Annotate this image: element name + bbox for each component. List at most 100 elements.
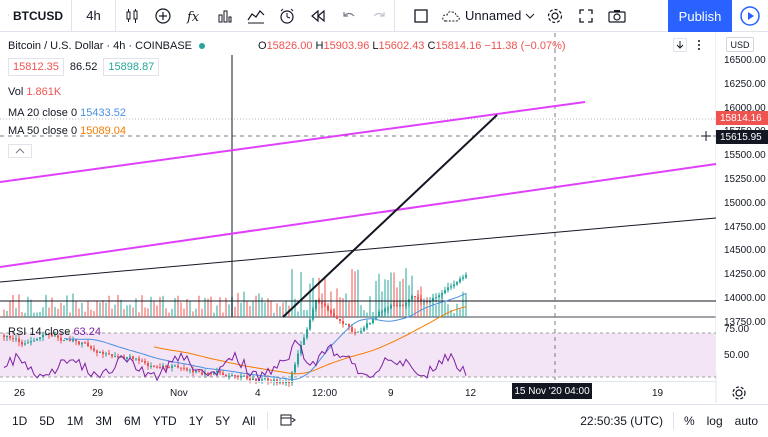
goto-date-button[interactable] <box>274 413 302 430</box>
percent-toggle[interactable]: % <box>683 414 695 428</box>
volume-bar <box>339 297 341 317</box>
candle-body <box>81 342 83 345</box>
channel-lower-line[interactable] <box>0 163 717 268</box>
candle-body <box>30 341 32 343</box>
candle-body <box>303 337 305 345</box>
auto-toggle[interactable]: auto <box>734 414 758 428</box>
range-button-all[interactable]: All <box>242 414 256 428</box>
volume-bar <box>312 277 314 317</box>
log-toggle[interactable]: log <box>706 414 723 428</box>
ma50-indicator-legend[interactable]: MA 50 close 0 15089.04 <box>8 125 126 137</box>
symbol-label: BTCUSD <box>13 8 63 23</box>
candle-body <box>189 369 191 371</box>
candle-body <box>33 340 35 342</box>
candle-body <box>297 353 299 365</box>
indicators-button[interactable]: fx <box>178 0 209 32</box>
clock[interactable]: 22:50:35 (UTC) <box>580 414 663 428</box>
currency-button[interactable]: USD <box>726 37 754 52</box>
undo-button[interactable] <box>333 0 364 32</box>
price-axis-label: 15500.00 <box>724 150 766 162</box>
candle-body <box>279 382 281 384</box>
volume-bar <box>303 309 305 317</box>
ask-button[interactable]: 15898.87 <box>103 58 160 76</box>
cursor-time-label: 15 Nov '20 04:00 <box>512 383 592 399</box>
range-button-1y[interactable]: 1Y <box>188 414 204 428</box>
time-label: 9 <box>388 388 394 399</box>
volume-bar <box>417 290 419 317</box>
interval-button[interactable]: 4h <box>72 0 116 32</box>
volume-bar <box>132 307 134 317</box>
fullscreen-button[interactable] <box>570 0 601 32</box>
open-value: 15826.00 <box>266 40 313 52</box>
volume-bar <box>414 300 416 317</box>
symbol-search[interactable]: BTCUSD <box>0 0 72 32</box>
volume-bar <box>363 310 365 317</box>
candle-body <box>231 375 233 377</box>
volume-bar <box>198 295 200 317</box>
compare-button[interactable] <box>147 0 178 32</box>
add-price-button[interactable] <box>699 129 713 143</box>
volume-indicator-legend[interactable]: Vol 1.861K <box>8 86 61 98</box>
financials-button[interactable] <box>209 0 240 32</box>
more-menu-button[interactable] <box>692 38 706 52</box>
volume-bar <box>456 303 458 317</box>
cloud-icon <box>442 10 460 21</box>
candle-body <box>432 297 434 301</box>
trend-line-steep[interactable] <box>282 114 498 318</box>
collapse-legend-button[interactable] <box>8 144 32 158</box>
volume-bar <box>48 307 50 317</box>
range-button-1m[interactable]: 1M <box>66 414 84 428</box>
snapshot-button[interactable] <box>601 0 632 32</box>
time-label: 4 <box>255 388 261 399</box>
time-axis[interactable]: 26 29 Nov 4 12:00 9 12 19 <box>0 381 716 403</box>
candle-body <box>411 296 413 300</box>
price-axis-label: 14750.00 <box>724 221 766 233</box>
interval-label: 4h <box>86 8 101 23</box>
publish-button[interactable]: Publish <box>668 0 732 32</box>
play-button[interactable] <box>732 0 768 32</box>
open-label: O <box>258 40 267 52</box>
time-label: Nov <box>170 388 188 399</box>
scroll-down-button[interactable] <box>673 38 687 52</box>
volume-bar <box>291 269 293 317</box>
chart-canvas[interactable] <box>0 33 768 407</box>
candle-body <box>288 381 290 383</box>
volume-bar <box>153 300 155 317</box>
range-button-ytd[interactable]: YTD <box>152 414 177 428</box>
volume-bar <box>372 311 374 317</box>
chart-settings-button[interactable] <box>730 384 748 402</box>
volume-bar <box>60 302 62 317</box>
close-label: C <box>427 40 436 52</box>
redo-button[interactable] <box>364 0 395 32</box>
search-icon <box>8 13 9 16</box>
templates-button[interactable] <box>240 0 271 32</box>
candle-body <box>237 375 239 378</box>
channel-upper-line[interactable] <box>0 101 586 183</box>
candle-body <box>123 356 125 359</box>
range-button-6m[interactable]: 6M <box>124 414 141 428</box>
bid-button[interactable]: 15812.35 <box>8 58 64 76</box>
volume-bar <box>441 292 443 317</box>
candle-body <box>120 356 122 358</box>
layout-button[interactable] <box>405 0 437 32</box>
candle-body <box>384 308 386 312</box>
layout-name-button[interactable]: Unnamed <box>437 0 539 32</box>
volume-bar <box>165 308 167 317</box>
rsi-legend[interactable]: RSI 14 close 63.24 <box>8 326 101 338</box>
volume-bar <box>81 302 83 317</box>
volume-bar <box>138 312 140 317</box>
volume-bar <box>282 302 284 317</box>
price-axis[interactable]: 16500.0016250.0016000.0015750.0015500.00… <box>716 33 768 373</box>
alert-button[interactable] <box>271 0 302 32</box>
candle-body <box>213 372 215 375</box>
trend-line-long[interactable] <box>0 217 717 283</box>
replay-button[interactable] <box>302 0 333 32</box>
settings-button[interactable] <box>539 0 570 32</box>
range-button-5y[interactable]: 5Y <box>215 414 231 428</box>
range-button-5d[interactable]: 5D <box>39 414 55 428</box>
range-button-1d[interactable]: 1D <box>12 414 28 428</box>
candle-body <box>348 323 350 328</box>
ma20-indicator-legend[interactable]: MA 20 close 0 15433.52 <box>8 107 126 119</box>
candles-style-button[interactable] <box>116 0 147 32</box>
range-button-3m[interactable]: 3M <box>95 414 113 428</box>
